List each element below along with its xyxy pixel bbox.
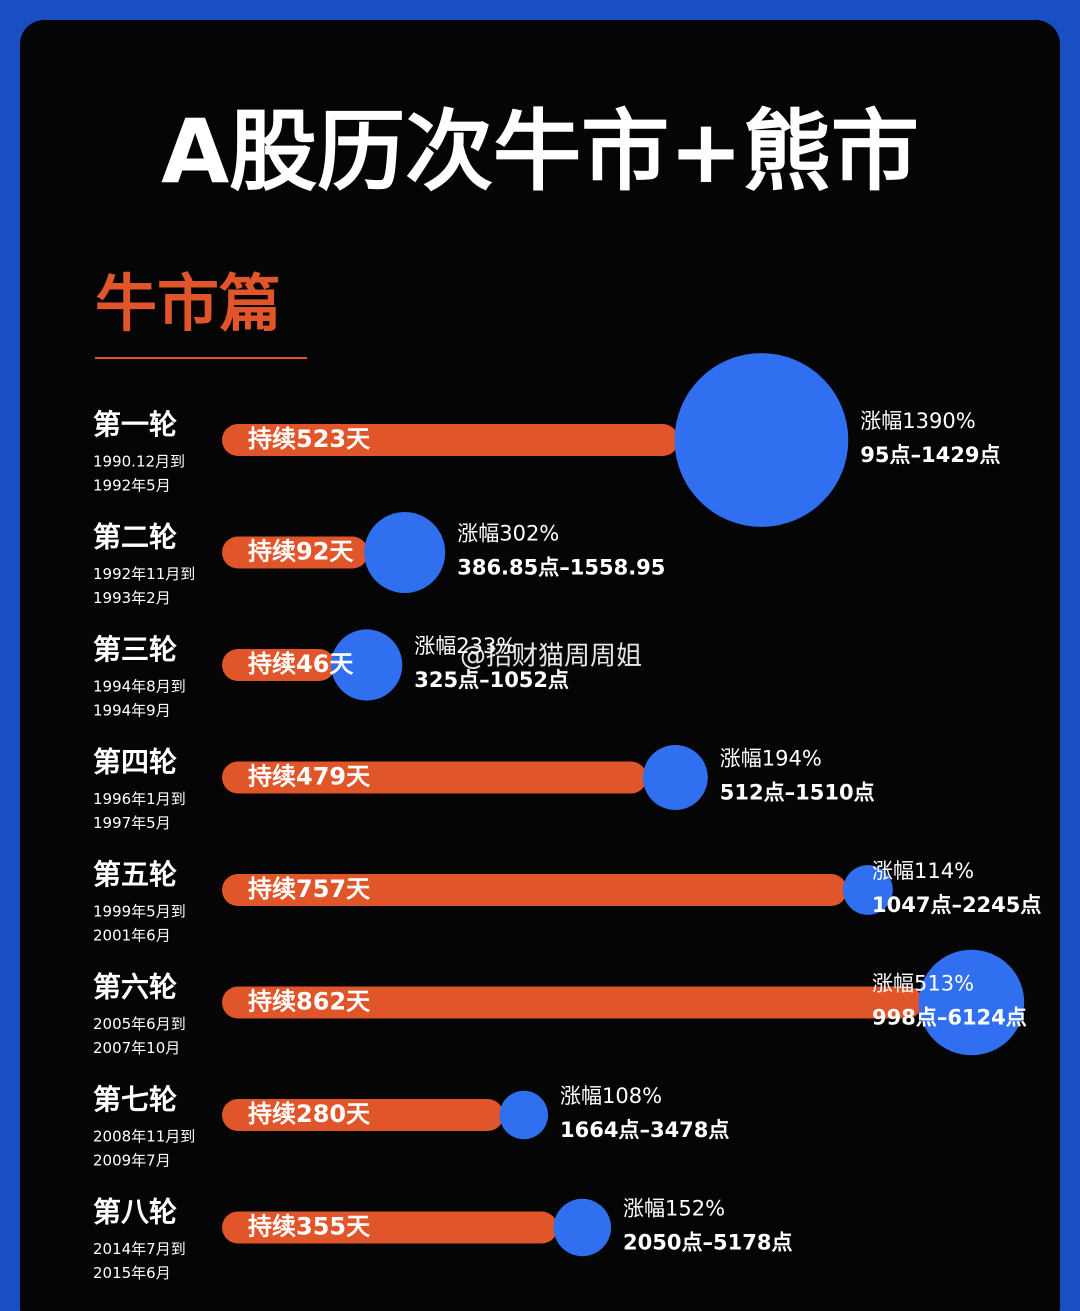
duration-bar xyxy=(222,761,647,794)
period-start: 2005年6月到 xyxy=(93,1015,186,1033)
duration-bar xyxy=(222,1099,504,1131)
round-label: 第一轮 xyxy=(93,408,177,441)
range-label: 386.85点–1558.95 xyxy=(457,556,665,580)
duration-bar xyxy=(222,986,923,1019)
period-end: 1994年9月 xyxy=(93,702,171,720)
gain-bubble xyxy=(642,745,708,810)
watermark: @招财猫周周姐 xyxy=(460,642,642,672)
section-title: 牛市篇 xyxy=(95,267,281,340)
period-start: 1996年1月到 xyxy=(93,790,186,808)
duration-bar xyxy=(222,424,679,456)
period-end: 1992年5月 xyxy=(93,477,171,495)
period-end: 1993年2月 xyxy=(93,589,171,607)
duration-bar xyxy=(222,874,848,906)
period-end: 2007年10月 xyxy=(93,1039,180,1057)
duration-label: 持续479天 xyxy=(248,763,370,791)
round-label: 第二轮 xyxy=(93,521,177,554)
period-start: 2014年7月到 xyxy=(93,1240,186,1258)
range-label: 95点–1429点 xyxy=(860,443,1000,467)
duration-label: 持续92天 xyxy=(248,538,353,566)
range-label: 1664点–3478点 xyxy=(560,1118,729,1142)
round-label: 第七轮 xyxy=(93,1083,177,1116)
period-end: 2015年6月 xyxy=(93,1264,171,1282)
duration-label: 持续280天 xyxy=(248,1100,370,1128)
gain-bubble xyxy=(331,629,403,701)
period-start: 2008年11月到 xyxy=(93,1128,195,1146)
duration-label: 持续355天 xyxy=(248,1213,370,1241)
gain-bubble xyxy=(364,512,446,593)
duration-label: 持续757天 xyxy=(248,875,370,903)
duration-bar xyxy=(222,649,336,681)
round-label: 第五轮 xyxy=(93,858,177,891)
gain-label: 涨幅233% xyxy=(414,634,516,658)
duration-bar xyxy=(222,1211,558,1244)
title: A股历次牛市+熊市 xyxy=(161,100,919,203)
gain-bubble xyxy=(918,949,1025,1056)
range-label: 2050点–5178点 xyxy=(623,1231,792,1255)
range-label: 998点–6124点 xyxy=(872,1006,1027,1030)
gain-bubble xyxy=(674,353,849,527)
period-start: 1999年5月到 xyxy=(93,903,186,921)
round-label: 第四轮 xyxy=(93,746,177,779)
period-start: 1994年8月到 xyxy=(93,678,186,696)
gain-label: 涨幅194% xyxy=(720,747,822,771)
period-start: 1990.12月到 xyxy=(93,453,185,471)
round-label: 第六轮 xyxy=(93,971,177,1004)
round-label: 第三轮 xyxy=(93,633,177,666)
gain-label: 涨幅108% xyxy=(560,1084,662,1108)
duration-bar xyxy=(222,536,369,569)
range-label: 1047点–2245点 xyxy=(872,893,1041,917)
gain-label: 涨幅302% xyxy=(457,522,559,546)
period-start: 1992年11月到 xyxy=(93,565,195,583)
gain-label: 涨幅1390% xyxy=(860,409,975,433)
period-end: 2009年7月 xyxy=(93,1152,171,1170)
gain-bubble xyxy=(499,1090,549,1140)
duration-label: 持续523天 xyxy=(248,425,370,453)
gain-bubble xyxy=(843,865,893,915)
range-label: 512点–1510点 xyxy=(720,781,875,805)
gain-label: 涨幅152% xyxy=(623,1197,725,1221)
period-end: 1997年5月 xyxy=(93,814,171,832)
gain-label: 涨幅114% xyxy=(872,859,974,883)
duration-label: 持续46天 xyxy=(248,650,353,678)
period-end: 2001年6月 xyxy=(93,927,171,945)
round-label: 第八轮 xyxy=(93,1196,177,1229)
gain-bubble xyxy=(553,1198,612,1257)
range-label: 325点–1052点 xyxy=(414,668,569,692)
duration-label: 持续862天 xyxy=(248,988,370,1016)
gain-label: 涨幅513% xyxy=(872,972,974,996)
